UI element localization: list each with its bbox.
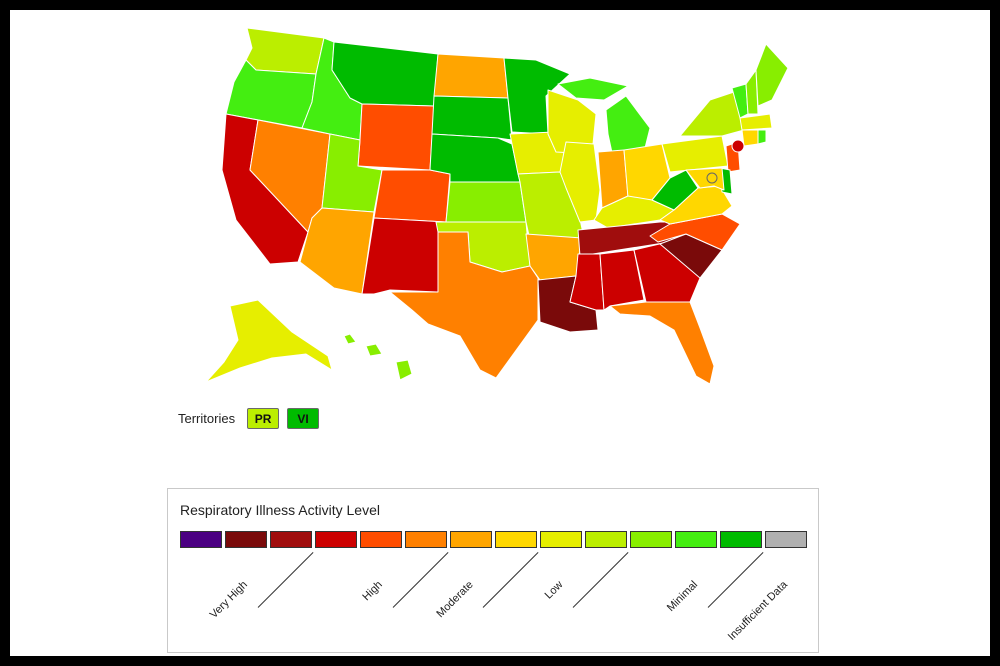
legend-separator — [257, 551, 314, 608]
state-NH[interactable] — [745, 69, 759, 115]
legend-swatch — [630, 531, 672, 548]
state-WV[interactable] — [651, 169, 699, 211]
state-HI[interactable] — [343, 333, 357, 345]
state-HI-2[interactable] — [365, 343, 383, 357]
activity-level-legend: Respiratory Illness Activity Level Very … — [167, 488, 819, 653]
state-ND[interactable] — [433, 53, 509, 99]
legend-swatch — [270, 531, 312, 548]
legend-label-moderate: Moderate — [433, 578, 476, 621]
legend-separator — [392, 551, 449, 608]
state-WA[interactable] — [245, 27, 325, 75]
state-MN[interactable] — [503, 57, 571, 135]
legend-label-minimal: Minimal — [664, 578, 701, 615]
state-AL[interactable] — [599, 249, 645, 311]
legend-swatch — [495, 531, 537, 548]
map-page: Territories PR VI Respiratory Illness Ac… — [10, 10, 990, 656]
legend-label-high: High — [360, 578, 386, 604]
legend-swatch — [315, 531, 357, 548]
legend-swatch — [540, 531, 582, 548]
legend-separator — [572, 551, 629, 608]
state-WY[interactable] — [357, 103, 435, 171]
legend-separator — [707, 551, 764, 608]
legend-swatch — [765, 531, 807, 548]
state-HI-3[interactable] — [395, 359, 413, 381]
territories-row: Territories PR VI — [178, 408, 320, 429]
state-AK[interactable] — [205, 299, 333, 383]
territory-pr-button[interactable]: PR — [247, 408, 280, 429]
territories-label: Territories — [178, 411, 236, 426]
legend-label-insufficient-data: Insufficient Data — [726, 578, 791, 643]
state-MA[interactable] — [739, 113, 773, 131]
legend-separator — [482, 551, 539, 608]
state-PA[interactable] — [661, 135, 729, 173]
state-RI[interactable] — [757, 129, 767, 145]
state-FL[interactable] — [609, 301, 715, 385]
state-IL[interactable] — [559, 141, 601, 223]
legend-label-low: Low — [542, 578, 566, 602]
legend-swatch — [225, 531, 267, 548]
territory-vi-button[interactable]: VI — [287, 408, 320, 429]
legend-swatches — [180, 531, 807, 548]
state-CT[interactable] — [741, 129, 759, 147]
us-map — [205, 27, 789, 385]
state-TX[interactable] — [389, 231, 539, 379]
legend-title: Respiratory Illness Activity Level — [180, 502, 380, 518]
state-SD[interactable] — [431, 95, 513, 141]
state-MI-UP[interactable] — [557, 77, 629, 101]
legend-swatch — [360, 531, 402, 548]
legend-swatch — [180, 531, 222, 548]
state-CO[interactable] — [373, 169, 451, 223]
legend-label-very-high: Very High — [208, 578, 251, 621]
legend-swatch — [720, 531, 762, 548]
state-AZ[interactable] — [299, 207, 375, 295]
legend-swatch — [675, 531, 717, 548]
state-NM[interactable] — [361, 217, 447, 295]
state-DC[interactable] — [706, 172, 718, 184]
legend-swatch — [450, 531, 492, 548]
state-KS[interactable] — [445, 181, 527, 223]
state-ME[interactable] — [755, 43, 789, 107]
legend-swatch — [405, 531, 447, 548]
legend-swatch — [585, 531, 627, 548]
state-NYC[interactable] — [731, 139, 745, 153]
